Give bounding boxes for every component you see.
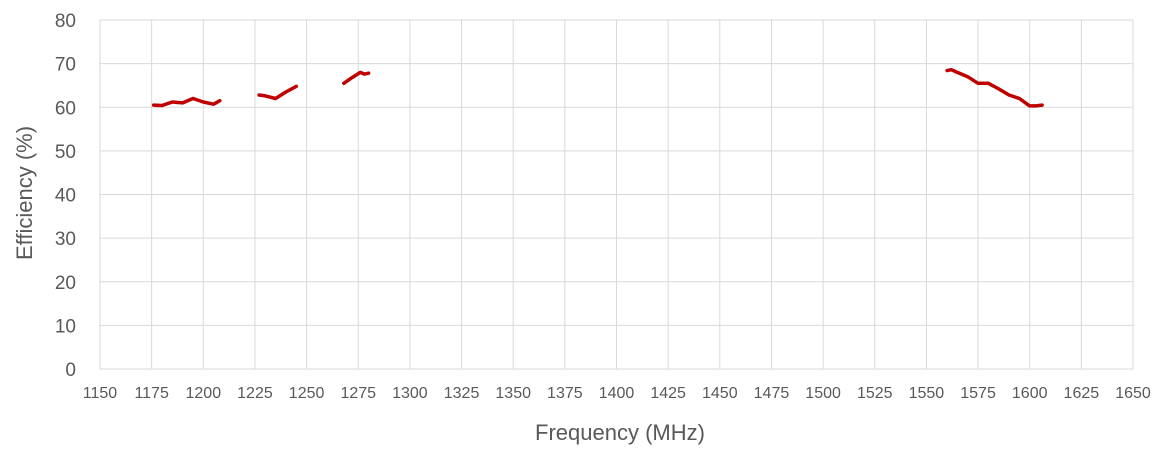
x-axis-title: Frequency (MHz) [535, 420, 705, 445]
x-tick-label: 1450 [702, 385, 738, 402]
y-tick-label: 20 [55, 273, 76, 294]
x-tick-label: 1475 [754, 385, 790, 402]
y-axis-title: Efficiency (%) [12, 126, 37, 260]
y-tick-label: 10 [55, 316, 76, 337]
y-tick-label: 80 [55, 11, 76, 32]
x-tick-label: 1175 [134, 385, 169, 402]
x-tick-label: 1225 [237, 385, 273, 402]
x-axis-ticks: 1150 1175 1200 1225 1250 1275 1300 1325 1350 1375… [83, 385, 1151, 402]
x-tick-label: 1625 [1064, 385, 1100, 402]
x-tick-label: 1150 [83, 385, 118, 402]
x-tick-label: 1200 [186, 385, 222, 402]
y-tick-label: 0 [65, 360, 76, 381]
x-tick-label: 1250 [289, 385, 325, 402]
y-tick-label: 40 [55, 186, 76, 207]
x-tick-label: 1500 [805, 385, 841, 402]
y-tick-label: 30 [55, 229, 76, 250]
efficiency-series [151, 67, 1044, 108]
x-tick-label: 1575 [960, 385, 996, 402]
efficiency-line-segment-1 [151, 96, 222, 108]
efficiency-line-segment-4 [945, 67, 1044, 108]
y-tick-label: 60 [55, 98, 76, 119]
x-tick-label: 1300 [392, 385, 428, 402]
x-tick-label: 1525 [857, 385, 893, 402]
x-tick-label: 1425 [650, 385, 686, 402]
x-tick-label: 1375 [547, 385, 583, 402]
x-tick-label: 1550 [909, 385, 945, 402]
y-tick-label: 50 [55, 142, 76, 163]
x-tick-label: 1400 [599, 385, 635, 402]
efficiency-line-segment-2 [257, 84, 299, 101]
grid [99, 19, 1134, 370]
x-tick-label: 1650 [1115, 385, 1151, 402]
y-tick-label: 70 [55, 55, 76, 76]
x-tick-label: 1600 [1012, 385, 1048, 402]
y-axis-ticks: 0 10 20 30 40 50 60 70 80 [55, 11, 76, 381]
efficiency-line-segment-3 [342, 70, 371, 86]
x-tick-label: 1325 [444, 385, 480, 402]
x-tick-label: 1350 [495, 385, 531, 402]
x-tick-label: 1275 [340, 385, 376, 402]
